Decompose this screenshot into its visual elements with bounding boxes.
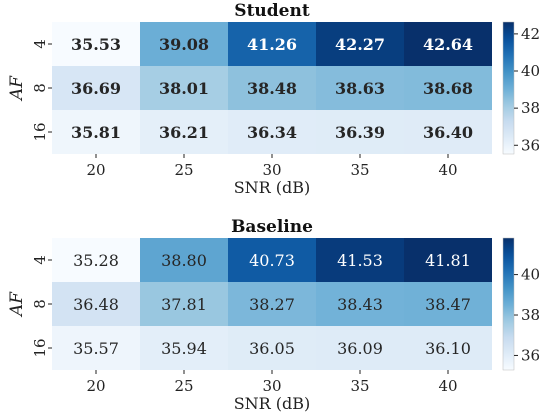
heatmap-cell: [404, 110, 492, 154]
y-tick-label: 8: [31, 299, 49, 309]
x-axis-label: SNR (dB): [234, 394, 311, 413]
x-tick-label: 35: [350, 377, 369, 395]
x-tick-label: 30: [262, 377, 281, 395]
cell-value-label: 41.26: [247, 35, 297, 54]
heatmap-cell: [52, 22, 140, 66]
heatmap-cell: [228, 238, 316, 282]
panel-title: Student: [234, 1, 310, 21]
cell-value-label: 36.34: [247, 123, 297, 142]
colorbar-tick-label: 42: [521, 25, 540, 43]
heatmap-cell: [228, 282, 316, 326]
cell-value-label: 37.81: [161, 295, 207, 314]
heatmap-cell: [52, 110, 140, 154]
cell-value-label: 38.80: [161, 251, 207, 270]
heatmap-cell: [140, 238, 228, 282]
heatmap-cell: [140, 110, 228, 154]
heatmap-cell: [52, 238, 140, 282]
heatmap-cell: [404, 238, 492, 282]
cell-value-label: 35.81: [71, 123, 121, 142]
cell-value-label: 41.53: [337, 251, 383, 270]
cell-value-label: 38.43: [337, 295, 383, 314]
cell-value-label: 42.64: [423, 35, 473, 54]
colorbar-tick-label: 40: [521, 266, 540, 284]
cell-value-label: 41.81: [425, 251, 471, 270]
cell-value-label: 36.21: [159, 123, 209, 142]
x-tick-label: 35: [350, 161, 369, 179]
heatmap-cell: [228, 66, 316, 110]
heatmap-cell: [140, 282, 228, 326]
heatmap-cell: [52, 326, 140, 370]
x-tick-label: 40: [438, 377, 457, 395]
cell-value-label: 36.48: [73, 295, 119, 314]
heatmap-cell: [140, 326, 228, 370]
cell-value-label: 38.27: [249, 295, 295, 314]
heatmap-cell: [316, 282, 404, 326]
cell-value-label: 42.27: [335, 35, 385, 54]
heatmap-cell: [404, 326, 492, 370]
colorbar-tick-label: 36: [521, 136, 540, 154]
x-tick-label: 30: [262, 161, 281, 179]
cell-value-label: 36.10: [425, 339, 471, 358]
cell-value-label: 35.94: [161, 339, 207, 358]
cell-value-label: 36.09: [337, 339, 383, 358]
y-tick-label: 16: [31, 338, 49, 357]
colorbar-tick-label: 40: [521, 62, 540, 80]
y-axis-label: AF: [7, 75, 27, 102]
heatmap-cell: [52, 282, 140, 326]
heatmap-cell: [228, 110, 316, 154]
heatmap-cell: [404, 22, 492, 66]
heatmap-cell: [140, 66, 228, 110]
colorbar-tick-label: 36: [521, 346, 540, 364]
panel-title: Baseline: [231, 217, 313, 237]
x-tick-label: 40: [438, 161, 457, 179]
cell-value-label: 38.01: [159, 79, 209, 98]
heatmap-cell: [316, 110, 404, 154]
y-axis-label: AF: [7, 291, 27, 318]
cell-value-label: 36.39: [335, 123, 385, 142]
heatmap-cell: [404, 66, 492, 110]
x-tick-label: 25: [174, 161, 193, 179]
colorbar: [502, 237, 515, 371]
cell-value-label: 40.73: [249, 251, 295, 270]
cell-value-label: 36.40: [423, 123, 473, 142]
heatmap-cell: [316, 238, 404, 282]
cell-value-label: 39.08: [159, 35, 209, 54]
x-tick-label: 20: [86, 377, 105, 395]
cell-value-label: 35.53: [71, 35, 121, 54]
y-tick-label: 8: [31, 83, 49, 93]
cell-value-label: 38.63: [335, 79, 385, 98]
x-tick-label: 25: [174, 377, 193, 395]
cell-value-label: 38.68: [423, 79, 473, 98]
colorbar-tick-label: 38: [521, 99, 540, 117]
cell-value-label: 35.28: [73, 251, 119, 270]
heatmap-cell: [52, 66, 140, 110]
cell-value-label: 36.69: [71, 79, 121, 98]
heatmap-cell: [316, 66, 404, 110]
colorbar: [502, 21, 515, 155]
colorbar-tick-label: 38: [521, 306, 540, 324]
heatmap-cell: [228, 326, 316, 370]
heatmap-cell: [140, 22, 228, 66]
y-tick-label: 4: [31, 39, 49, 49]
x-tick-label: 20: [86, 161, 105, 179]
y-tick-label: 16: [31, 122, 49, 141]
heatmap-cell: [316, 326, 404, 370]
heatmap-cell: [228, 22, 316, 66]
heatmap-cell: [404, 282, 492, 326]
cell-value-label: 36.05: [249, 339, 295, 358]
x-axis-label: SNR (dB): [234, 178, 311, 197]
cell-value-label: 35.57: [73, 339, 119, 358]
heatmap-cell: [316, 22, 404, 66]
cell-value-label: 38.47: [425, 295, 471, 314]
cell-value-label: 38.48: [247, 79, 297, 98]
y-tick-label: 4: [31, 255, 49, 265]
